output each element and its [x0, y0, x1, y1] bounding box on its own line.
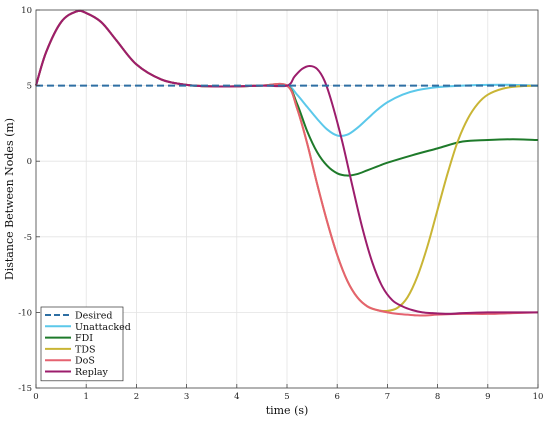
legend-label: DoS: [75, 356, 95, 367]
x-tick-label: 3: [184, 392, 189, 402]
plot-area: [35, 9, 539, 317]
y-tick-label: 0: [27, 157, 32, 167]
y-tick-label: 10: [21, 6, 32, 16]
x-tick-label: 2: [134, 392, 139, 402]
x-tick-label: 9: [485, 392, 490, 402]
y-axis-label: Distance Between Nodes (m): [3, 118, 16, 280]
legend-label: Replay: [75, 367, 109, 378]
x-tick-label: 8: [435, 392, 440, 402]
x-axis-label: time (s): [266, 404, 309, 417]
legend-label: FDI: [75, 333, 93, 344]
legend-label: Unattacked: [75, 322, 131, 333]
legend-label: TDS: [75, 344, 95, 355]
x-tick-label: 5: [284, 392, 289, 402]
legend-label: Desired: [75, 311, 112, 322]
y-tick-label: 5: [27, 82, 32, 92]
x-tick-label: 6: [334, 392, 339, 402]
x-tick-label: 4: [234, 392, 239, 402]
y-tick-label: -10: [18, 308, 32, 318]
x-tick-label: 0: [33, 392, 38, 402]
x-tick-label: 7: [385, 392, 390, 402]
series-line-replay: [35, 9, 538, 315]
y-axis-ticks: 10 5 0 -5 -10 -15: [18, 6, 40, 394]
y-tick-label: -15: [18, 384, 32, 394]
y-tick-label: -5: [24, 233, 32, 243]
legend-box: [40, 306, 124, 382]
x-axis-ticks: 0 1 2 3 4 5 6 7 8 9 10: [33, 384, 543, 402]
x-tick-label: 10: [533, 392, 544, 402]
x-tick-label: 1: [83, 392, 88, 402]
